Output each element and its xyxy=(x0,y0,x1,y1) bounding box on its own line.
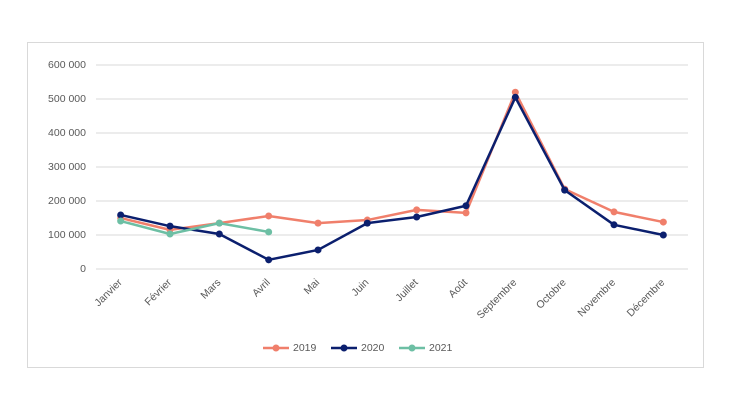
series-line xyxy=(120,219,269,236)
point xyxy=(413,206,421,214)
point xyxy=(659,231,667,239)
point xyxy=(166,230,174,238)
y-tick-label: 0 xyxy=(80,263,86,275)
point xyxy=(610,208,618,216)
point xyxy=(511,93,519,101)
point xyxy=(511,88,519,96)
point xyxy=(265,228,273,236)
point xyxy=(265,256,273,264)
point xyxy=(363,219,371,227)
y-tick-label: 400 000 xyxy=(48,127,86,139)
point xyxy=(462,202,470,210)
point xyxy=(265,212,273,220)
point xyxy=(462,209,470,217)
point xyxy=(166,222,174,230)
y-tick-label: 200 000 xyxy=(48,195,86,207)
legend-marker xyxy=(272,344,280,352)
y-tick-label: 600 000 xyxy=(48,59,86,71)
point xyxy=(314,246,322,254)
point xyxy=(561,186,569,194)
legend-label: 2019 xyxy=(293,342,317,354)
point xyxy=(659,218,667,226)
point xyxy=(117,217,125,225)
legend-marker xyxy=(408,344,416,352)
chart-frame xyxy=(27,42,704,368)
y-tick-label: 100 000 xyxy=(48,229,86,241)
point xyxy=(413,213,421,221)
series-line xyxy=(120,96,664,262)
point xyxy=(215,230,223,238)
y-tick-label: 300 000 xyxy=(48,161,86,173)
point xyxy=(117,211,125,219)
y-tick-label: 500 000 xyxy=(48,93,86,105)
point xyxy=(314,219,322,227)
legend-label: 2020 xyxy=(361,342,385,354)
point xyxy=(215,219,223,227)
legend-label: 2021 xyxy=(429,342,453,354)
legend-marker xyxy=(340,344,348,352)
point xyxy=(610,221,618,229)
